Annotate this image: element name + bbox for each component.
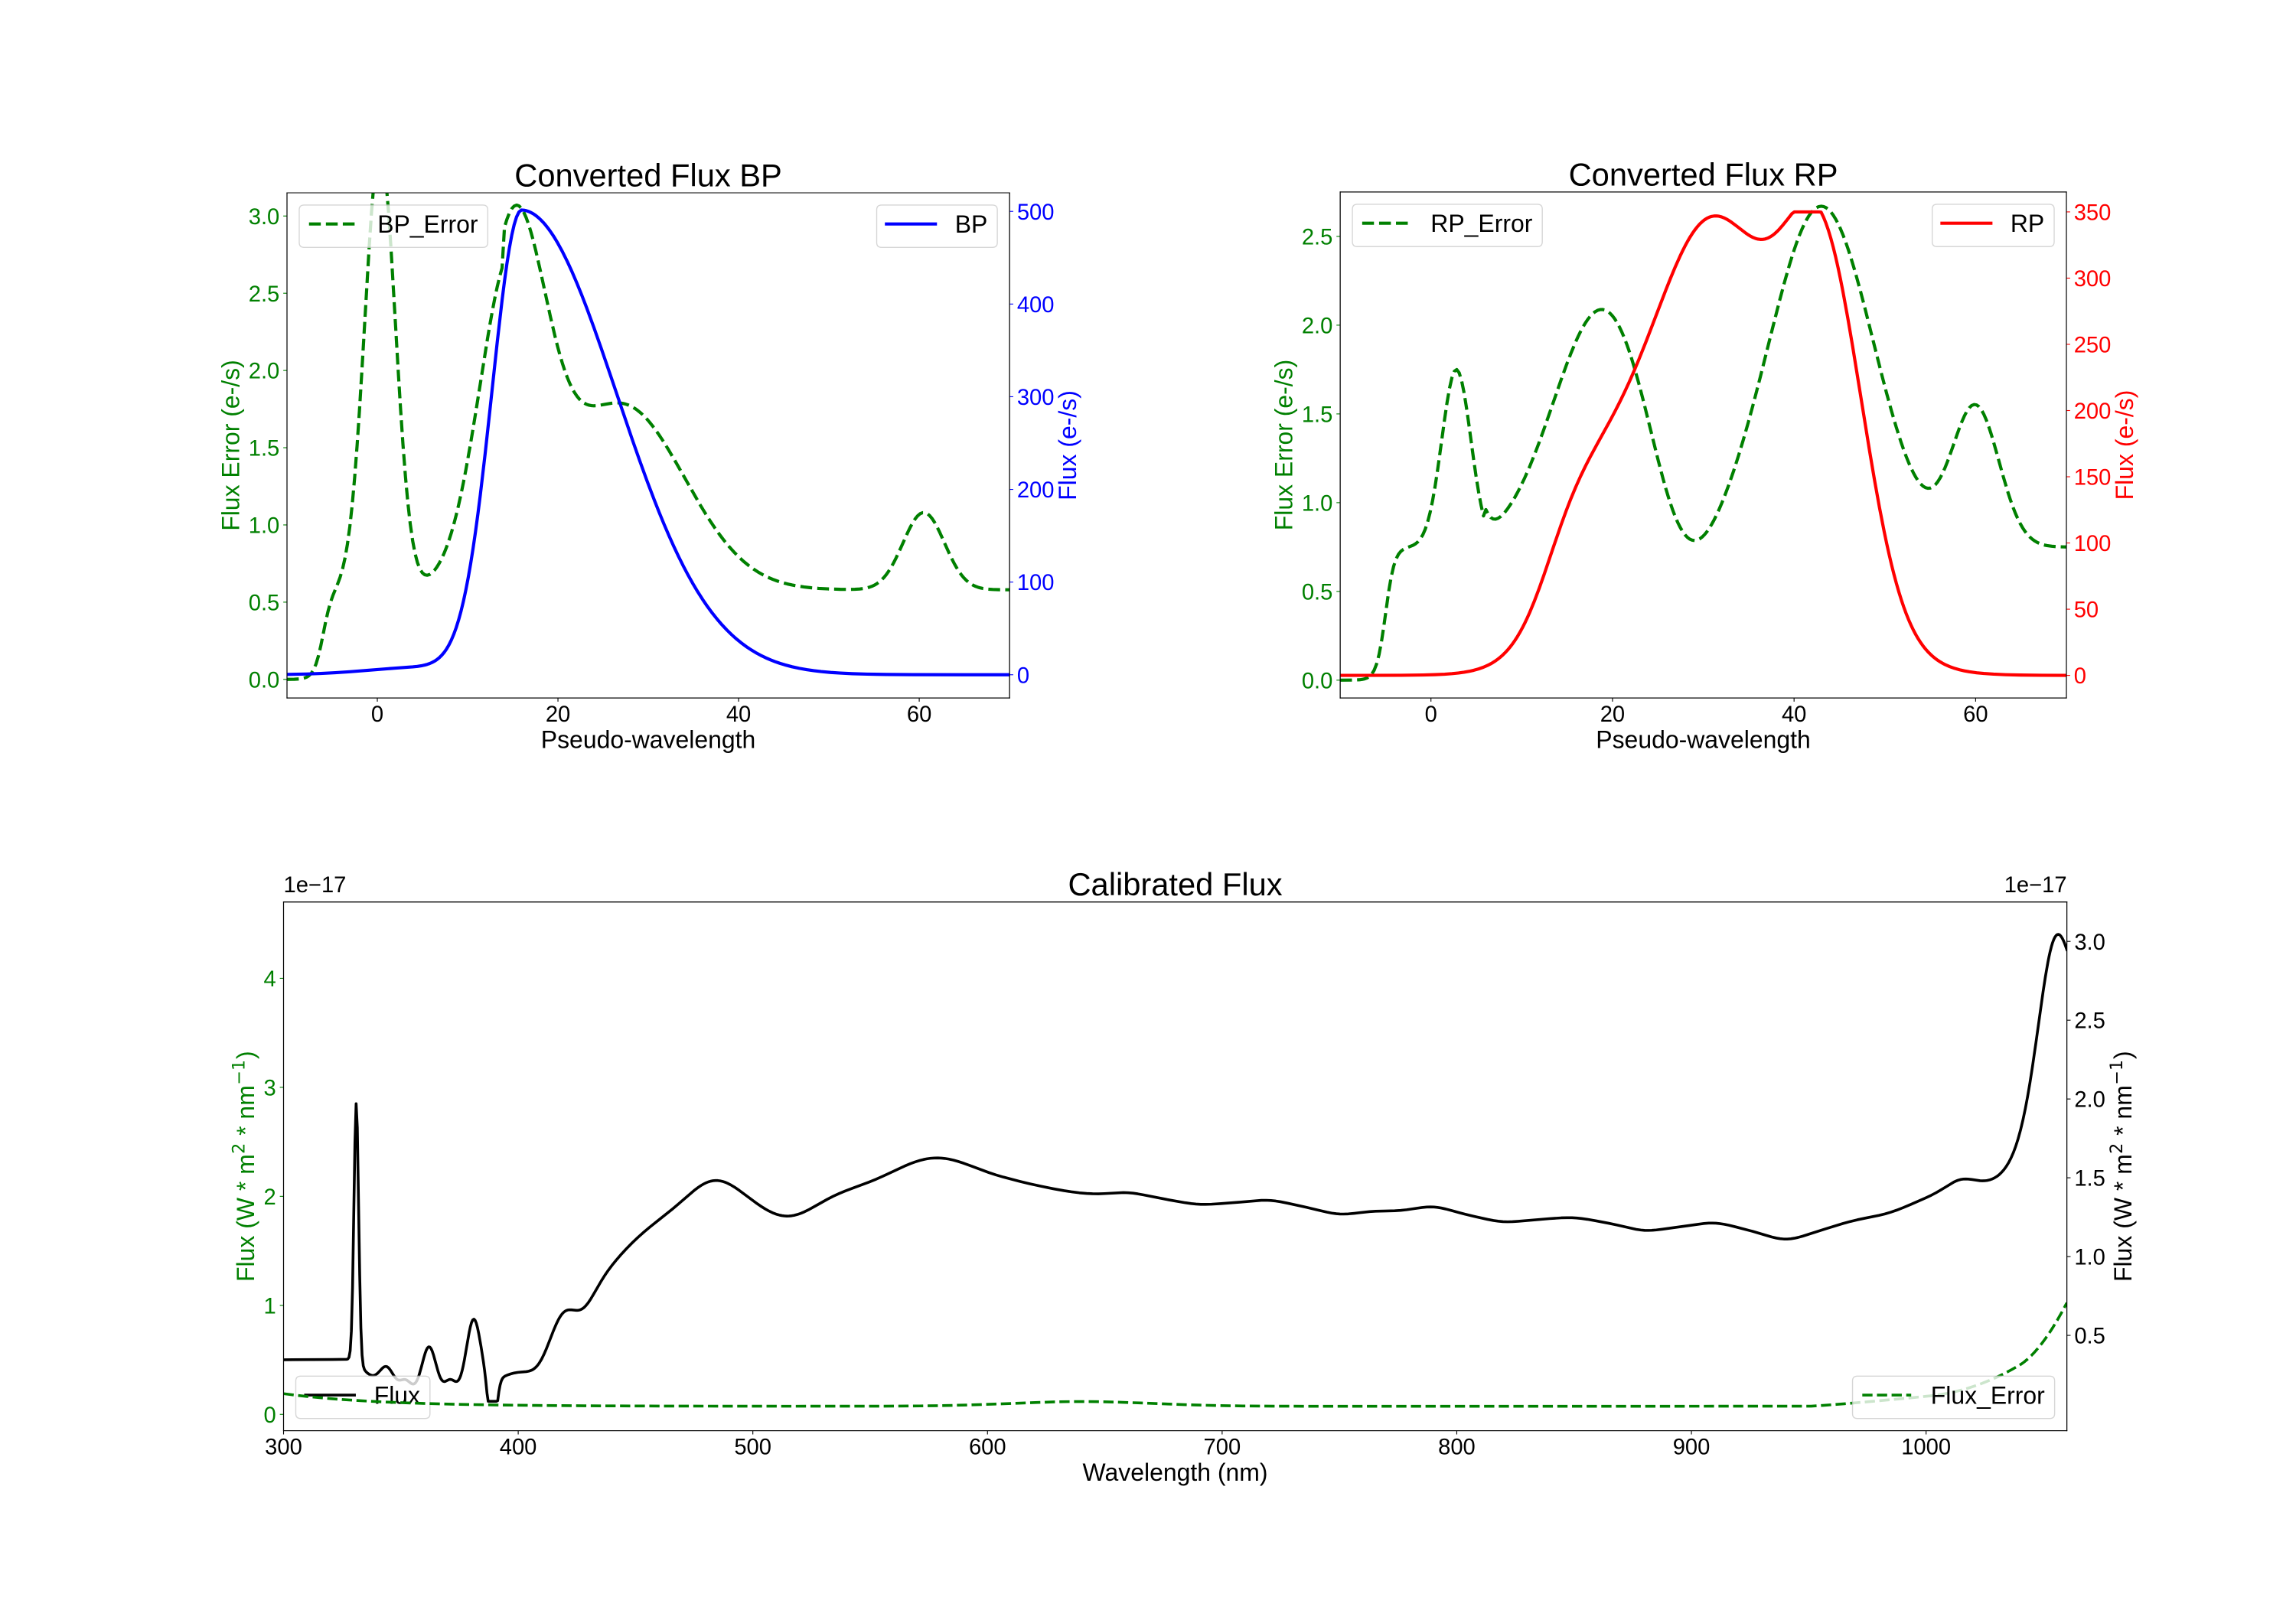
svg-text:Pseudo-wavelength: Pseudo-wavelength bbox=[1596, 726, 1811, 754]
svg-text:40: 40 bbox=[726, 702, 751, 727]
svg-text:60: 60 bbox=[1963, 702, 1988, 727]
svg-text:1.5: 1.5 bbox=[2074, 1167, 2105, 1191]
svg-text:400: 400 bbox=[1017, 293, 1055, 318]
svg-text:0: 0 bbox=[264, 1403, 276, 1428]
svg-text:600: 600 bbox=[969, 1435, 1006, 1459]
svg-text:Converted Flux RP: Converted Flux RP bbox=[1569, 156, 1838, 192]
svg-text:2.5: 2.5 bbox=[1302, 226, 1333, 250]
svg-text:0.5: 0.5 bbox=[249, 591, 280, 615]
svg-text:300: 300 bbox=[265, 1435, 302, 1459]
svg-text:0: 0 bbox=[1017, 663, 1029, 688]
svg-text:0.5: 0.5 bbox=[2074, 1325, 2105, 1349]
svg-text:2.0: 2.0 bbox=[2074, 1088, 2105, 1113]
svg-text:1.0: 1.0 bbox=[2074, 1246, 2105, 1270]
svg-text:40: 40 bbox=[1782, 702, 1806, 727]
svg-text:RP: RP bbox=[2011, 210, 2044, 237]
svg-text:BP: BP bbox=[955, 210, 988, 238]
svg-text:1.5: 1.5 bbox=[249, 437, 280, 461]
svg-text:0: 0 bbox=[2074, 664, 2086, 689]
svg-text:500: 500 bbox=[1017, 200, 1055, 225]
svg-text:Flux Error (e-/s): Flux Error (e-/s) bbox=[1270, 360, 1298, 531]
svg-text:500: 500 bbox=[734, 1435, 771, 1459]
svg-text:0.0: 0.0 bbox=[1302, 669, 1333, 693]
svg-text:Calibrated Flux: Calibrated Flux bbox=[1068, 866, 1282, 902]
svg-text:300: 300 bbox=[1017, 386, 1055, 410]
svg-text:F l u x: F l u x ( W * m * n m ) 2 − 1 bbox=[230, 1046, 259, 1282]
svg-text:4: 4 bbox=[264, 967, 276, 992]
svg-text:1.0: 1.0 bbox=[1302, 491, 1333, 516]
svg-text:50: 50 bbox=[2074, 598, 2099, 623]
svg-text:Wavelength (nm): Wavelength (nm) bbox=[1083, 1459, 1268, 1486]
svg-text:3.0: 3.0 bbox=[2074, 931, 2105, 955]
svg-text:2.0: 2.0 bbox=[1302, 314, 1333, 338]
svg-text:0: 0 bbox=[371, 702, 383, 727]
svg-text:Converted Flux BP: Converted Flux BP bbox=[514, 157, 782, 193]
svg-text:20: 20 bbox=[546, 702, 570, 727]
svg-text:Flux (e-/s): Flux (e-/s) bbox=[1054, 390, 1081, 500]
svg-text:0: 0 bbox=[1425, 702, 1437, 727]
svg-text:1000: 1000 bbox=[1901, 1435, 1951, 1459]
svg-text:3: 3 bbox=[264, 1076, 276, 1100]
svg-text:1.5: 1.5 bbox=[1302, 403, 1333, 427]
svg-text:20: 20 bbox=[1600, 702, 1625, 727]
svg-text:700: 700 bbox=[1204, 1435, 1241, 1459]
svg-text:60: 60 bbox=[907, 702, 931, 727]
svg-text:Flux Error (e-/s): Flux Error (e-/s) bbox=[217, 360, 245, 531]
svg-text:0.0: 0.0 bbox=[249, 668, 280, 693]
svg-text:2.5: 2.5 bbox=[2074, 1009, 2105, 1034]
svg-text:350: 350 bbox=[2074, 200, 2112, 225]
svg-text:Pseudo-wavelength: Pseudo-wavelength bbox=[541, 726, 756, 754]
svg-text:150: 150 bbox=[2074, 466, 2112, 491]
svg-text:300: 300 bbox=[2074, 267, 2112, 292]
svg-text:1e−17: 1e−17 bbox=[2004, 873, 2067, 898]
svg-text:800: 800 bbox=[1438, 1435, 1476, 1459]
svg-text:2: 2 bbox=[264, 1185, 276, 1210]
svg-text:0.5: 0.5 bbox=[1302, 580, 1333, 605]
svg-text:1.0: 1.0 bbox=[249, 514, 280, 539]
svg-text:200: 200 bbox=[2074, 399, 2112, 424]
svg-text:BP_Error: BP_Error bbox=[377, 210, 478, 238]
svg-text:100: 100 bbox=[1017, 571, 1055, 595]
svg-text:1: 1 bbox=[264, 1294, 276, 1319]
svg-text:400: 400 bbox=[500, 1435, 537, 1459]
svg-text:100: 100 bbox=[2074, 532, 2112, 556]
svg-text:F l u x: F l u x ( W * m * n m ) 2 − 1 bbox=[2107, 1046, 2137, 1282]
svg-text:900: 900 bbox=[1673, 1435, 1711, 1459]
svg-text:250: 250 bbox=[2074, 334, 2112, 358]
svg-text:200: 200 bbox=[1017, 478, 1055, 503]
svg-text:2.0: 2.0 bbox=[249, 360, 280, 384]
svg-text:2.5: 2.5 bbox=[249, 282, 280, 307]
svg-text:3.0: 3.0 bbox=[249, 205, 280, 230]
svg-text:Flux: Flux bbox=[374, 1381, 420, 1409]
svg-text:Flux_Error: Flux_Error bbox=[1931, 1381, 2045, 1409]
svg-text:Flux (e-/s): Flux (e-/s) bbox=[2111, 390, 2138, 500]
svg-text:1e−17: 1e−17 bbox=[284, 873, 347, 898]
svg-text:RP_Error: RP_Error bbox=[1430, 210, 1532, 237]
